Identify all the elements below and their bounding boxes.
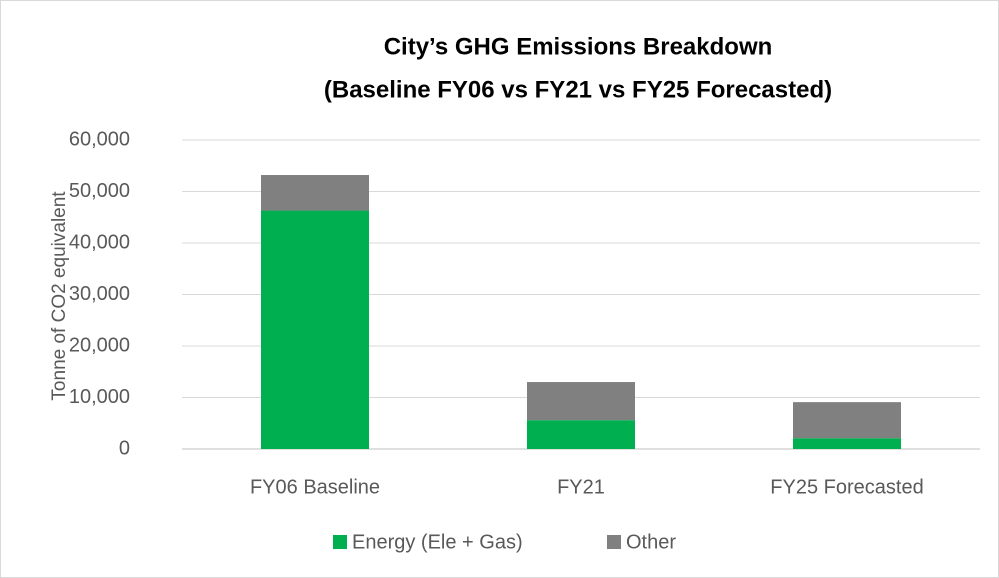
bar-segment (527, 382, 635, 421)
y-tick-label: 40,000 (69, 231, 130, 253)
chart-title: City’s GHG Emissions Breakdown (384, 33, 773, 60)
legend-swatch (333, 535, 347, 549)
y-tick-label: 30,000 (69, 283, 130, 305)
bar-segment (261, 175, 369, 211)
bar-segment (793, 402, 901, 439)
y-tick-label: 0 (119, 437, 130, 459)
chart-title: (Baseline FY06 vs FY21 vs FY25 Forecaste… (324, 76, 832, 103)
y-tick-label: 10,000 (69, 386, 130, 408)
bar-segment (793, 438, 901, 449)
y-tick-label: 60,000 (69, 128, 130, 150)
bar-segment (527, 420, 635, 449)
x-tick-label: FY06 Baseline (250, 476, 380, 498)
legend-swatch (607, 535, 621, 549)
x-tick-label: FY21 (557, 476, 605, 498)
legend-label: Other (626, 531, 676, 553)
y-axis-title: Tonne of CO2 equivalent (49, 191, 70, 401)
y-tick-label: 20,000 (69, 334, 130, 356)
legend-label: Energy (Ele + Gas) (352, 531, 523, 553)
x-tick-label: FY25 Forecasted (770, 476, 923, 498)
bar-segment (261, 210, 369, 449)
y-tick-label: 50,000 (69, 180, 130, 202)
